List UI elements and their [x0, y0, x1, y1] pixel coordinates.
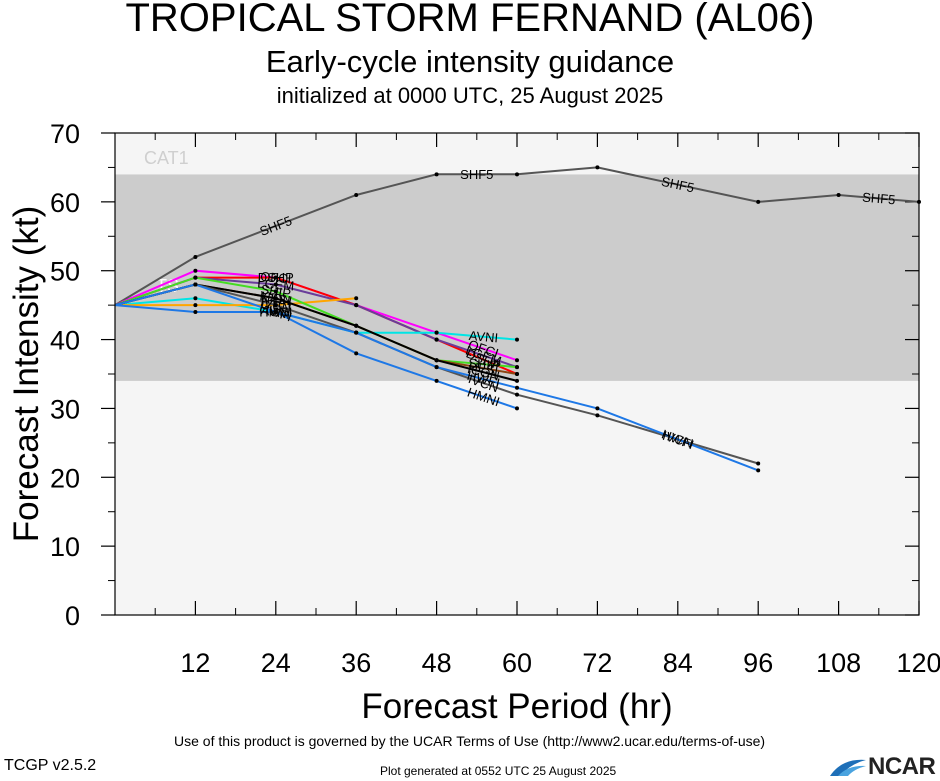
y-tick-label: 10: [50, 532, 80, 562]
series-label-dshp: DSHP: [258, 270, 294, 285]
series-line-hwfi: [114, 283, 759, 472]
point-hwfi: [756, 468, 761, 473]
point-ship: [515, 365, 519, 370]
chart-subtitle: Early-cycle intensity guidance: [265, 44, 675, 79]
point-hwfi: [193, 282, 198, 287]
y-tick-label: 50: [50, 257, 80, 287]
series-label-ship: SHIP: [260, 281, 292, 301]
series-label-shf5: SHF5: [862, 190, 896, 208]
ncar-logo-mark-icon: [830, 759, 866, 776]
point-avni: [515, 337, 519, 342]
point-ivcn: [273, 303, 278, 308]
y-tick-label: 20: [50, 463, 80, 493]
point-hwfi: [595, 406, 600, 411]
x-tick-label: 120: [896, 648, 940, 678]
chart-title: TROPICAL STORM FERNAND (AL06): [125, 0, 815, 40]
generated-time: Plot generated at 0552 UTC 25 August 202…: [380, 764, 617, 778]
x-tick-label: 72: [582, 648, 612, 678]
point-shf5: [354, 192, 359, 197]
series-label-ivcn: IVCN: [259, 294, 293, 316]
point-hmni: [515, 406, 519, 411]
point-ofci: [515, 358, 519, 363]
point-hwfi: [515, 385, 519, 390]
y-axis-label: Forecast Intensity (kt): [7, 206, 46, 542]
x-tick-label: 48: [422, 648, 452, 678]
series-label-lgem: LGEM: [257, 275, 295, 293]
ncar-logo: NCAR: [828, 752, 938, 780]
point-avni: [434, 330, 439, 335]
y-tick-label: 40: [50, 326, 80, 356]
series-label-hfsi: HFSI: [260, 288, 292, 308]
series-label-hmni: HMNI: [259, 305, 292, 320]
series-line-hmni: [114, 304, 518, 410]
series-label-shf5: SHF5: [460, 167, 493, 182]
point-hmni: [193, 310, 198, 315]
series-label-ship: SHIP: [468, 355, 500, 373]
series-label-hfsi: HFSI: [468, 358, 500, 378]
series-line-ship: [114, 276, 518, 369]
initialization-time: initialized at 0000 UTC, 25 August 2025: [276, 83, 664, 108]
x-tick-label: 96: [743, 648, 773, 678]
tick-labels: 12 24 36 48 60 72 84 96 108 120 0 10 20 30 40 50 60 70: [50, 119, 940, 678]
point-icon: [515, 378, 519, 383]
point-lgem: [273, 282, 278, 287]
point-hwfi: [434, 365, 439, 370]
point-lgem: [434, 337, 439, 342]
y-tick-label: 30: [50, 394, 80, 424]
x-tick-label: 12: [180, 648, 210, 678]
point-ofci: [193, 268, 198, 273]
point-hmni: [434, 378, 439, 383]
point-hwfi: [354, 330, 359, 335]
band-label-cat1: CAT1: [144, 148, 189, 168]
point-ivcn: [515, 392, 519, 397]
series-line-ctci: [115, 297, 357, 307]
x-axis-label: Forecast Period (hr): [361, 687, 672, 726]
version-label: TCGP v2.5.2: [4, 757, 97, 774]
series-label-ctci: CTCI: [261, 298, 291, 313]
point-ctci: [193, 303, 198, 308]
x-tick-label: 24: [261, 648, 291, 678]
x-tick-label: 60: [502, 648, 532, 678]
point-hmni: [273, 310, 278, 315]
point-ivcn: [756, 461, 761, 466]
y-tick-label: 60: [50, 188, 80, 218]
y-tick-label: 0: [65, 601, 80, 631]
ncar-logo-text: NCAR: [868, 753, 936, 780]
series-points: [193, 165, 921, 473]
y-tick-label: 70: [50, 119, 80, 149]
point-icon: [434, 358, 439, 363]
point-icon: [354, 323, 359, 328]
point-dshp: [273, 275, 278, 280]
series-label-icon: ICON: [259, 288, 294, 308]
terms-of-use-text: Use of this product is governed by the U…: [174, 733, 766, 749]
series-label-shf5: SHF5: [660, 174, 696, 196]
point-shf5: [434, 172, 439, 177]
point-shf5: [193, 254, 198, 259]
point-shf5: [756, 199, 761, 204]
point-ctci: [354, 296, 359, 301]
point-icon: [273, 296, 278, 301]
series-label-ofci: OFCI: [260, 269, 292, 287]
x-tick-label: 36: [341, 648, 371, 678]
point-shf5: [836, 192, 841, 197]
point-ship: [193, 275, 198, 280]
point-shf5: [515, 172, 519, 177]
point-hfsi: [515, 372, 519, 376]
x-tick-label: 84: [663, 648, 693, 678]
point-shf5: [595, 165, 600, 170]
series-label-avni: AVNI: [468, 328, 499, 345]
point-ship: [273, 289, 278, 294]
x-tick-label: 108: [816, 648, 861, 678]
point-lgem: [354, 303, 359, 308]
point-ivcn: [595, 413, 600, 418]
point-avni: [193, 296, 198, 301]
point-hmni: [354, 351, 359, 356]
series-label-avni: AVNI: [260, 302, 291, 322]
plot-frame: [114, 132, 920, 616]
